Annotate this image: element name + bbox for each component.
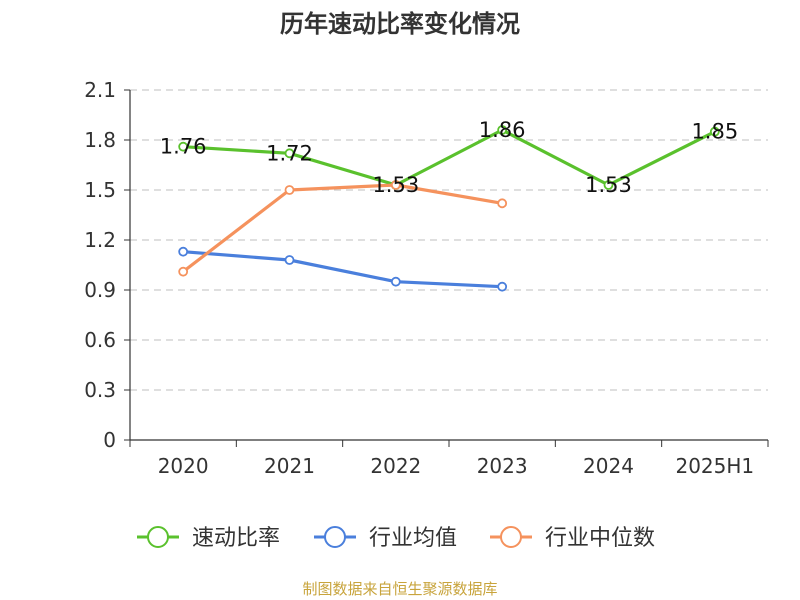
x-tick-label: 2022 — [370, 454, 421, 478]
legend-label: 行业均值 — [369, 526, 457, 551]
data-point — [178, 141, 189, 152]
data-label: 1.53 — [372, 173, 419, 197]
legend-marker — [147, 526, 169, 548]
y-tick-label: 1.5 — [84, 178, 116, 202]
y-tick-label: 2.1 — [84, 78, 116, 102]
axes — [129, 90, 768, 441]
data-point — [390, 276, 401, 287]
series-3 — [178, 180, 508, 277]
y-axis-ticks: 0 0.3 0.6 0.9 1.2 1.5 1.8 2.1 — [84, 78, 130, 452]
grid-lines — [130, 89, 768, 391]
data-point — [178, 246, 189, 257]
y-tick-label: 0.9 — [84, 278, 116, 302]
x-tick-label: 2021 — [264, 454, 315, 478]
series-group — [178, 125, 720, 292]
data-point — [284, 185, 295, 195]
data-labels: 1.76 1.72 1.53 1.86 1.53 1.85 — [160, 118, 738, 197]
legend-item[interactable]: 行业均值 — [314, 526, 457, 551]
data-label: 1.53 — [585, 173, 632, 197]
series-line — [182, 183, 503, 273]
data-point — [497, 125, 508, 135]
legend: 速动比率 行业均值 行业中位数 — [137, 526, 655, 551]
legend-item[interactable]: 速动比率 — [137, 526, 280, 551]
y-tick-label: 0.6 — [84, 328, 116, 352]
legend-marker — [324, 526, 346, 548]
x-tick-label: 2023 — [477, 454, 528, 478]
series-line — [183, 128, 716, 187]
data-label: 1.72 — [266, 141, 313, 165]
legend-label: 速动比率 — [192, 526, 280, 551]
data-label: 1.86 — [479, 118, 526, 142]
series-line — [183, 250, 503, 289]
data-point — [390, 180, 401, 190]
legend-item[interactable]: 行业中位数 — [490, 526, 655, 551]
y-tick-label: 1.8 — [84, 128, 116, 152]
data-point — [284, 148, 295, 159]
series-1 — [178, 125, 720, 190]
x-tick-label: 2025H1 — [675, 454, 754, 478]
data-label: 1.85 — [691, 120, 738, 144]
data-point — [497, 198, 508, 209]
data-point — [709, 126, 720, 137]
data-point — [603, 180, 614, 190]
x-tick-label: 2020 — [158, 454, 209, 478]
y-tick-label: 0 — [103, 428, 116, 452]
legend-label: 行业中位数 — [545, 526, 655, 551]
y-tick-label: 0.3 — [84, 378, 116, 402]
x-axis-ticks: 2020 2021 2022 2023 2024 2025H1 — [129, 440, 769, 478]
source-note: 制图数据来自恒生聚源数据库 — [302, 580, 497, 598]
data-point — [497, 281, 508, 292]
data-point — [178, 266, 189, 277]
series-2 — [178, 246, 508, 292]
legend-marker — [500, 526, 522, 548]
x-tick-label: 2024 — [583, 454, 634, 478]
chart-title: 历年速动比率变化情况 — [280, 10, 520, 38]
y-tick-label: 1.2 — [84, 228, 116, 252]
data-point — [284, 255, 295, 265]
data-label: 1.76 — [160, 135, 207, 159]
